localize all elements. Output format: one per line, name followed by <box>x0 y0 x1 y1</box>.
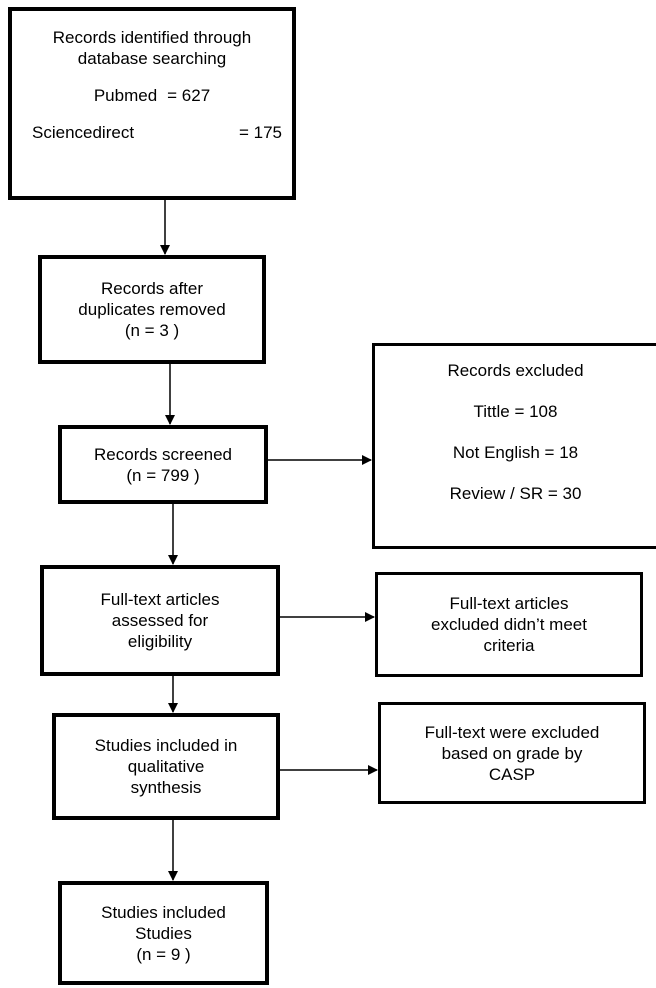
screened-count: (n = 799 ) <box>126 465 200 485</box>
fulltext-line2: assessed for <box>111 611 209 630</box>
final-count: (n = 9 ) <box>136 944 191 964</box>
records-excluded-box: Records excluded Tittle = 108 Not Englis… <box>372 343 656 549</box>
final-line2: Studies <box>135 923 192 943</box>
casp-line1: Full-text were excluded <box>424 722 600 742</box>
pubmed-label: Pubmed <box>93 86 158 105</box>
excluded-not-english: Not English = 18 <box>452 443 579 462</box>
identified-title-line1: Records identified through <box>52 28 252 47</box>
fulltext-excluded-line1: Full-text articles <box>449 594 569 613</box>
excluded-review: Review / SR = 30 <box>449 484 582 503</box>
duplicates-line2: duplicates removed <box>78 300 226 319</box>
duplicates-line1: Records after <box>100 279 204 298</box>
pubmed-value: = 627 <box>167 86 211 105</box>
sciencedirect-value: = 175 <box>238 123 282 142</box>
qualitative-line3: synthesis <box>130 778 202 797</box>
casp-line3: CASP <box>488 764 536 784</box>
qualitative-line2: qualitative <box>127 757 205 776</box>
records-identified-box: Records identified through database sear… <box>8 7 296 200</box>
fulltext-assessed-box: Full-text articles assessed for eligibil… <box>40 565 280 676</box>
final-line1: Studies included <box>101 902 226 922</box>
casp-excluded-box: Full-text were excluded based on grade b… <box>378 702 646 804</box>
fulltext-excluded-line3: criteria <box>483 636 535 655</box>
excluded-tittle: Tittle = 108 <box>473 402 558 421</box>
duplicates-count: (n = 3 ) <box>124 321 180 340</box>
sciencedirect-label: Sciencedirect <box>32 123 135 142</box>
studies-included-box: Studies included Studies (n = 9 ) <box>58 881 269 985</box>
fulltext-excluded-line2: excluded didn’t meet <box>431 615 587 634</box>
fulltext-line3: eligibility <box>127 632 193 651</box>
qualitative-line1: Studies included in <box>94 736 238 755</box>
records-after-duplicates-box: Records after duplicates removed (n = 3 … <box>38 255 266 364</box>
casp-line2: based on grade by <box>441 743 583 763</box>
fulltext-excluded-box: Full-text articles excluded didn’t meet … <box>375 572 643 677</box>
excluded-title: Records excluded <box>447 361 584 380</box>
identified-title-line2: database searching <box>77 49 227 68</box>
sciencedirect-row: Sciencedirect = 175 <box>12 122 292 143</box>
screened-line1: Records screened <box>94 444 232 464</box>
records-screened-box: Records screened (n = 799 ) <box>58 425 268 504</box>
qualitative-synthesis-box: Studies included in qualitative synthesi… <box>52 713 280 820</box>
fulltext-line1: Full-text articles <box>100 590 220 609</box>
pubmed-row: Pubmed = 627 <box>12 85 292 106</box>
